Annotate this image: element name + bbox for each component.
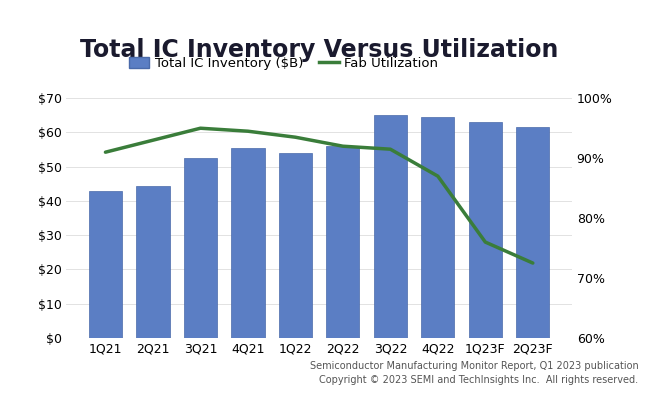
- Bar: [231, 148, 265, 338]
- Bar: [326, 146, 359, 338]
- Bar: [136, 185, 170, 338]
- Bar: [184, 158, 217, 338]
- Bar: [516, 127, 549, 338]
- Bar: [279, 153, 312, 338]
- Bar: [421, 117, 455, 338]
- Text: Semiconductor Manufacturing Monitor Report, Q1 2023 publication
Copyright © 2023: Semiconductor Manufacturing Monitor Repo…: [309, 361, 638, 385]
- Bar: [468, 122, 502, 338]
- Bar: [374, 116, 407, 338]
- Title: Total IC Inventory Versus Utilization: Total IC Inventory Versus Utilization: [80, 38, 559, 62]
- Legend: Total IC Inventory ($B), Fab Utilization: Total IC Inventory ($B), Fab Utilization: [124, 52, 443, 76]
- Bar: [89, 191, 122, 338]
